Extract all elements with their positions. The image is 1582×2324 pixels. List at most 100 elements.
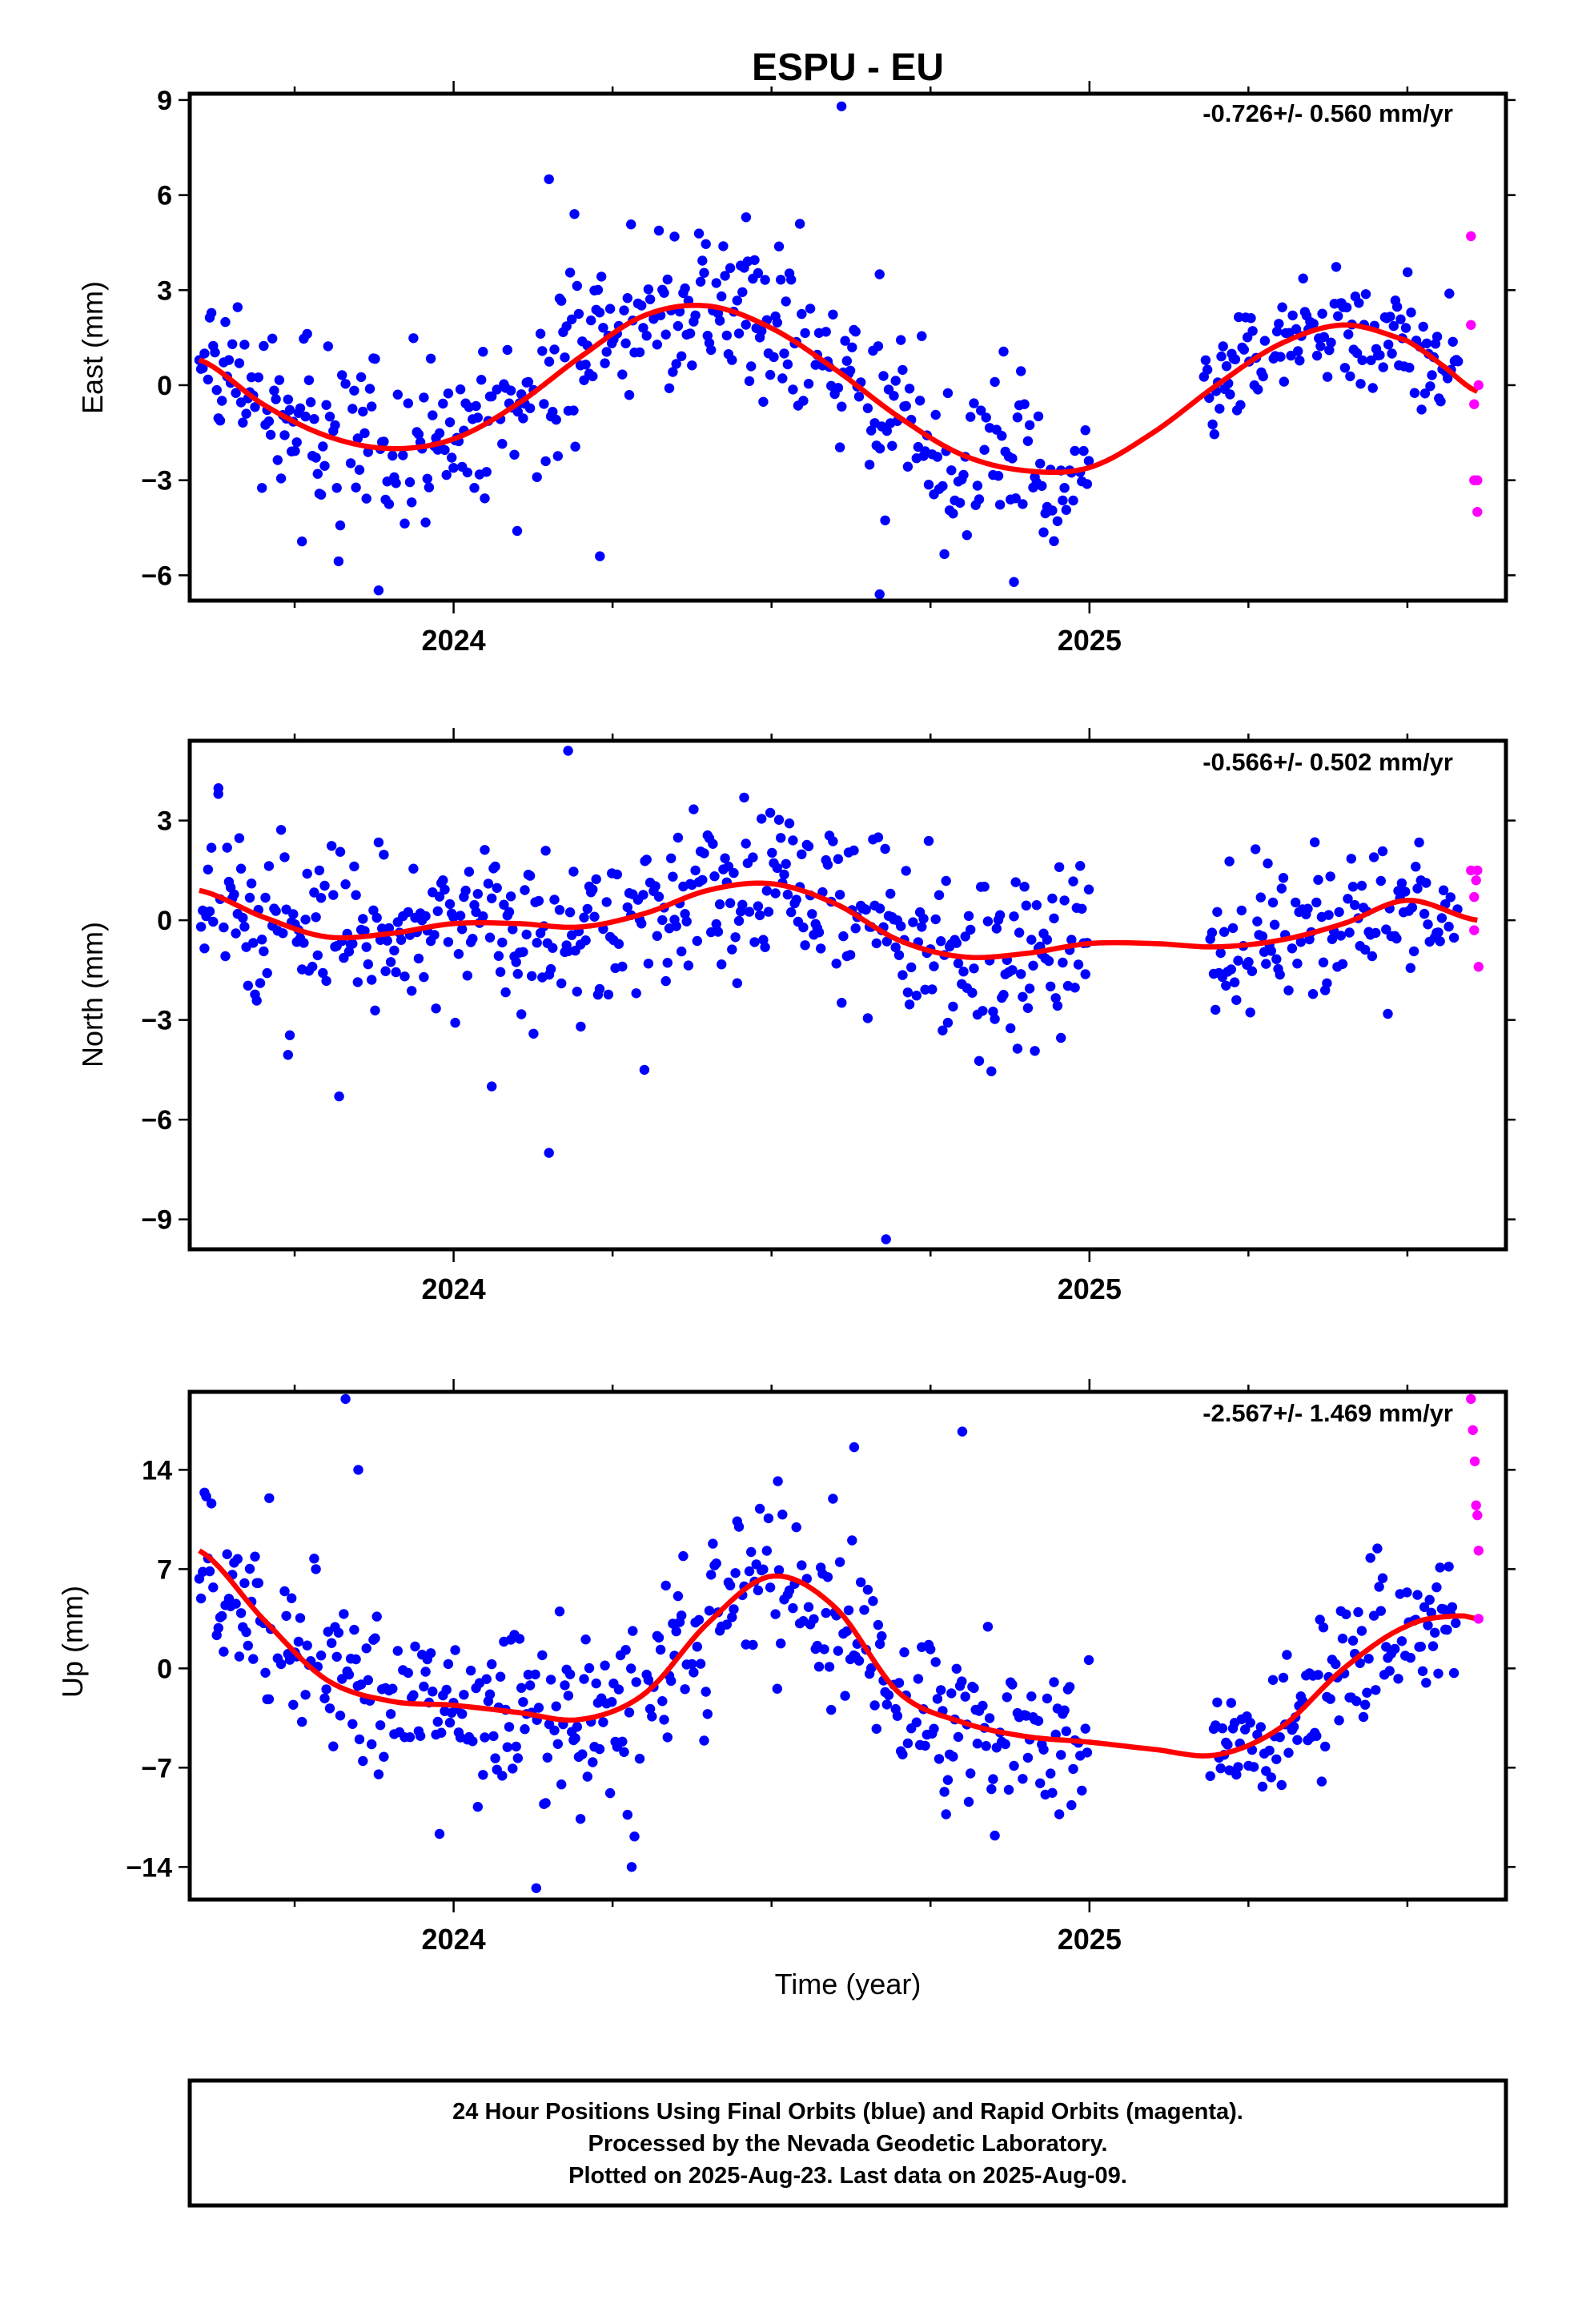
final-orbit-point	[650, 881, 661, 891]
final-orbit-point	[782, 889, 793, 900]
final-orbit-point	[483, 879, 494, 889]
final-orbit-point	[972, 1739, 983, 1749]
final-orbit-point	[969, 398, 979, 408]
final-orbit-point	[588, 371, 598, 382]
final-orbit-point	[1007, 1679, 1018, 1690]
final-orbit-point	[711, 278, 721, 288]
final-orbit-point	[1212, 1697, 1223, 1707]
rapid-orbit-point	[1469, 925, 1480, 935]
final-orbit-point	[988, 1774, 998, 1784]
final-orbit-point	[481, 467, 492, 477]
final-orbit-point	[321, 1684, 331, 1695]
final-orbit-point	[580, 1634, 591, 1645]
final-orbit-point	[373, 837, 384, 848]
final-orbit-point	[493, 951, 504, 961]
final-orbit-point	[753, 901, 764, 911]
final-orbit-point	[363, 447, 373, 457]
final-orbit-point	[398, 450, 408, 460]
trend-fit-line	[199, 880, 1478, 960]
final-orbit-point	[227, 339, 238, 349]
final-orbit-point	[859, 1605, 869, 1615]
up-y-axis-label: Up (mm)	[56, 1586, 89, 1698]
final-orbit-point	[275, 1659, 287, 1670]
final-orbit-point	[1311, 897, 1322, 908]
final-orbit-point	[902, 461, 913, 472]
final-orbit-point	[1360, 944, 1371, 955]
x-tick-label: 2025	[1058, 624, 1122, 657]
final-orbit-point	[564, 267, 576, 278]
final-orbit-point	[840, 1691, 850, 1701]
final-orbit-point	[588, 884, 598, 895]
final-orbit-point	[902, 1738, 913, 1749]
final-orbit-point	[699, 1735, 709, 1746]
final-orbit-point	[1068, 495, 1078, 506]
final-orbit-point	[1052, 1000, 1063, 1011]
final-orbit-point	[972, 480, 983, 491]
final-orbit-point	[1416, 404, 1427, 415]
final-orbit-point	[321, 975, 331, 987]
final-orbit-point	[981, 412, 991, 423]
final-orbit-point	[697, 875, 708, 886]
final-orbit-point	[484, 932, 496, 943]
final-orbit-point	[1375, 1606, 1387, 1616]
final-orbit-point	[1026, 935, 1037, 945]
final-orbit-point	[1236, 905, 1247, 916]
final-orbit-point	[379, 1751, 389, 1762]
final-orbit-point	[241, 408, 251, 419]
final-orbit-point	[877, 1630, 887, 1642]
east-velocity-annotation: -0.726+/- 0.560 mm/yr	[1203, 99, 1453, 127]
rapid-orbit-point	[1469, 891, 1480, 903]
final-orbit-point	[455, 911, 466, 921]
final-orbit-point	[1303, 903, 1313, 914]
final-orbit-point	[499, 899, 509, 910]
final-orbit-point	[518, 947, 528, 958]
final-orbit-point	[246, 372, 257, 383]
final-orbit-point	[741, 212, 752, 223]
final-orbit-point	[279, 1586, 290, 1597]
final-orbit-point	[699, 267, 709, 278]
final-orbit-point	[913, 1674, 924, 1684]
final-orbit-point	[939, 1787, 950, 1797]
final-orbit-point	[1215, 947, 1226, 959]
final-orbit-point	[318, 967, 328, 979]
final-orbit-point	[223, 355, 235, 365]
final-orbit-point	[1068, 876, 1078, 887]
final-orbit-point	[278, 928, 288, 939]
final-orbit-point	[689, 804, 699, 814]
final-orbit-point	[1311, 1731, 1322, 1741]
final-orbit-point	[893, 1678, 905, 1688]
final-orbit-point	[1313, 875, 1323, 885]
final-orbit-point	[1277, 302, 1287, 312]
final-orbit-point	[556, 978, 567, 989]
final-orbit-point	[1271, 954, 1282, 964]
final-orbit-point	[1216, 351, 1227, 362]
final-orbit-point	[549, 895, 560, 905]
final-orbit-point	[368, 905, 379, 916]
final-orbit-point	[1070, 445, 1080, 456]
final-orbit-point	[687, 1659, 697, 1670]
final-orbit-point	[594, 1743, 605, 1755]
final-orbit-point	[208, 916, 219, 927]
final-orbit-point	[532, 472, 542, 482]
final-orbit-point	[908, 917, 918, 927]
final-orbit-point	[781, 296, 791, 307]
final-orbit-point	[974, 1055, 985, 1067]
y-tick-label: −6	[141, 1105, 172, 1136]
final-orbit-point	[1047, 505, 1058, 516]
final-orbit-point	[419, 392, 429, 403]
final-orbit-point	[300, 411, 311, 422]
final-orbit-point	[1344, 927, 1355, 938]
final-orbit-point	[1351, 348, 1363, 359]
final-orbit-point	[586, 315, 596, 326]
final-orbit-point	[425, 353, 436, 364]
final-orbit-point	[1326, 337, 1336, 348]
final-orbit-point	[391, 967, 401, 978]
final-orbit-point	[813, 1662, 825, 1672]
final-orbit-point	[407, 986, 417, 996]
final-orbit-point	[1353, 1606, 1363, 1618]
final-orbit-point	[1026, 1691, 1037, 1702]
final-orbit-point	[1406, 308, 1416, 318]
final-orbit-point	[834, 442, 845, 452]
final-orbit-point	[351, 482, 361, 493]
final-orbit-point	[1287, 310, 1298, 321]
